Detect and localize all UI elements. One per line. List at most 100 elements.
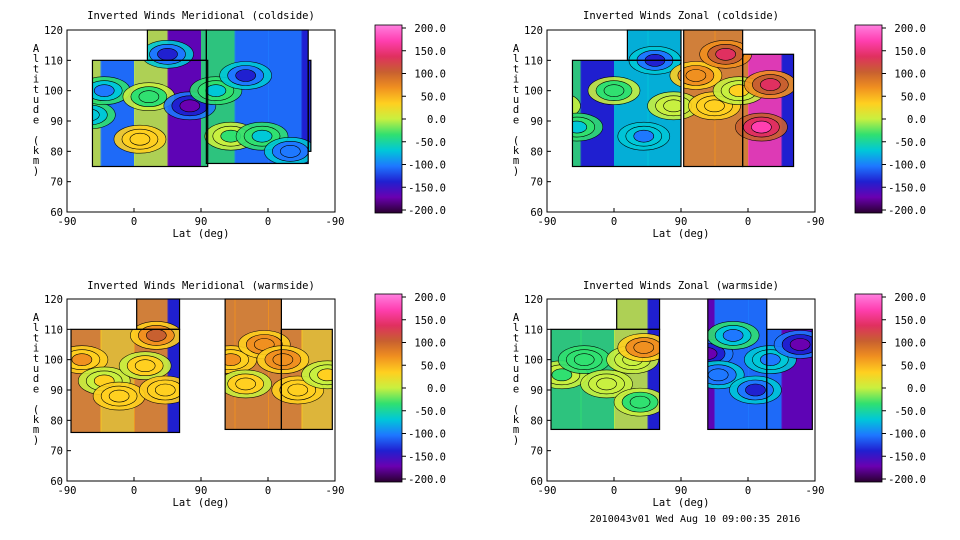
y-axis-label-char: i (33, 74, 39, 86)
x-tick-label: 0 (611, 216, 617, 228)
coverage-outline (307, 59, 312, 152)
y-axis-label-char: ( (513, 135, 519, 147)
chart-panel-2: Inverted Winds Zonal (coldside) -90 0 90 0 -9… (513, 10, 926, 240)
y-tick-label: 60 (530, 207, 543, 219)
y-tick-label: 100 (44, 86, 63, 98)
x-tick-label: 90 (675, 485, 688, 497)
colorbar-tick-label: 150.0 (894, 315, 926, 327)
colorbar-tick-label: -200.0 (888, 474, 926, 486)
x-tick-label: 0 (131, 216, 137, 228)
data-cell (108, 389, 130, 403)
x-tick-label: -90 (58, 485, 77, 497)
data-cell (789, 338, 811, 351)
colorbar-tick-label: 150.0 (414, 46, 446, 58)
field-band (781, 30, 794, 167)
y-axis-label-char: t (513, 84, 519, 96)
y-axis-label-char: t (513, 332, 519, 344)
colorbar-tick-label: 200.0 (414, 23, 446, 35)
y-tick-label: 70 (530, 177, 543, 189)
data-cell (71, 353, 93, 366)
field-band (301, 30, 311, 167)
x-tick-label: 0 (265, 216, 271, 228)
y-axis-label-char: d (33, 373, 39, 385)
y-axis-label-char: t (33, 63, 39, 75)
data-cell (220, 353, 242, 366)
data-cell (280, 145, 301, 158)
y-tick-label: 80 (50, 415, 63, 427)
y-tick-label: 60 (50, 476, 63, 488)
colorbar-tick-label: -50.0 (414, 137, 446, 149)
data-cell (696, 347, 718, 360)
data-cell (235, 377, 256, 391)
y-axis-label-char: t (513, 353, 519, 365)
colorbar-tick-label: -100.0 (888, 429, 926, 441)
colorbar-bar (854, 24, 883, 214)
data-cell (760, 78, 781, 91)
y-axis-label-char: u (513, 363, 519, 375)
data-cell (92, 86, 95, 108)
data-cell (707, 368, 729, 382)
colorbar-tick-label: -50.0 (894, 406, 926, 418)
colorbar: 200.0 150.0 100.0 50.0 0.0 -50.0 -100.0 -150.0 -… (374, 292, 446, 486)
y-tick-label: 110 (524, 324, 543, 336)
y-axis-label-char: A (513, 312, 520, 324)
data-cell (287, 383, 309, 397)
y-axis-label-char: l (33, 322, 39, 334)
colorbar-tick-label: -200.0 (408, 474, 446, 486)
data-cell (251, 129, 273, 143)
y-tick-label: 90 (530, 385, 543, 397)
data-cell (760, 353, 781, 366)
x-axis-label: Lat (deg) (653, 497, 710, 509)
chart-title: Inverted Winds Zonal (coldside) (583, 10, 779, 22)
y-axis-label-char: m (513, 155, 519, 167)
y-axis-label-char: m (33, 424, 39, 436)
colorbar-tick-label: -150.0 (888, 182, 926, 194)
y-axis-label-char: k (513, 414, 520, 426)
data-cell (572, 95, 573, 117)
y-axis-label-char: k (33, 414, 40, 426)
coverage-outline (742, 53, 795, 168)
y-axis-label-char: t (33, 84, 39, 96)
x-tick-label: 0 (745, 216, 751, 228)
data-cell (154, 383, 176, 397)
chart-title: Inverted Winds Meridional (warmside) (87, 280, 315, 292)
data-cell (317, 368, 333, 382)
colorbar: 200.0 150.0 100.0 50.0 0.0 -50.0 -100.0 -150.0 -… (374, 23, 446, 217)
data-cell (205, 84, 227, 97)
colorbar-tick-label: 200.0 (894, 292, 926, 304)
y-axis-label-char: u (33, 94, 39, 106)
x-tick-label: -90 (326, 216, 345, 228)
data-cell (751, 120, 772, 134)
y-tick-label: 70 (50, 446, 63, 458)
colorbar-tick-label: 200.0 (414, 292, 446, 304)
y-tick-label: 110 (44, 55, 63, 67)
colorbar-tick-label: 150.0 (414, 315, 446, 327)
colorbar-tick-label: -200.0 (888, 205, 926, 217)
y-tick-label: 110 (524, 55, 543, 67)
y-tick-label: 100 (524, 86, 543, 98)
x-axis-label: Lat (deg) (173, 228, 230, 240)
contour-field (572, 30, 794, 167)
y-axis-label-char: m (513, 424, 519, 436)
contour-field (71, 299, 333, 433)
y-axis-label-char: d (513, 373, 519, 385)
x-axis-label: Lat (deg) (653, 228, 710, 240)
colorbar-tick-label: 50.0 (901, 91, 926, 103)
coverage-outline (550, 328, 661, 431)
y-axis-label-char: i (513, 343, 519, 355)
y-axis-label-char: t (33, 353, 39, 365)
y-tick-label: 80 (530, 146, 543, 158)
y-axis-label-char: A (33, 312, 40, 324)
data-cell (66, 91, 86, 103)
x-tick-label: -90 (538, 216, 557, 228)
colorbar-tick-label: -150.0 (888, 451, 926, 463)
data-cell (629, 395, 651, 409)
coverage-outline (766, 328, 813, 431)
data-cell (235, 69, 256, 82)
y-axis-label-char: u (33, 363, 39, 375)
data-cell (272, 353, 294, 366)
